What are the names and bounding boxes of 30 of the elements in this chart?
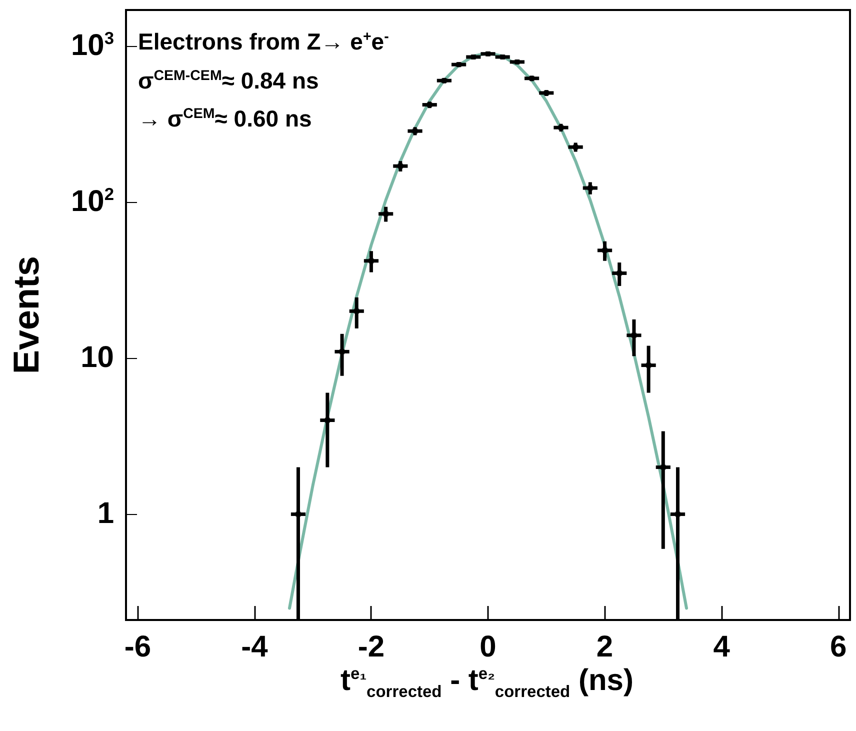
point — [296, 512, 301, 517]
x-tick-label: -6 — [124, 630, 152, 664]
y-tick-label: 1 — [97, 497, 114, 530]
point — [340, 349, 345, 354]
point — [646, 362, 652, 368]
point — [324, 418, 330, 423]
y-tick-label: 10$^{2}$ — [70, 183, 114, 218]
point — [660, 464, 666, 470]
point — [602, 248, 608, 253]
point — [675, 512, 680, 517]
x-tick-label: 2 — [596, 630, 614, 664]
point — [631, 332, 636, 338]
annotation: σ$^{CEM-CEM}$≈ 0.84 ns — [138, 66, 320, 96]
y-tick-label: 10 — [80, 341, 114, 374]
annotation: Electrons from Z→ e$^{+}$e$^{-}$ — [138, 28, 389, 57]
x-tick-label: -2 — [358, 630, 385, 664]
point — [354, 308, 360, 314]
point — [383, 211, 388, 216]
point — [368, 258, 374, 264]
annotation: → σ$^{CEM}$≈ 0.60 ns — [138, 104, 313, 134]
y-tick-label: 10$^{3}$ — [70, 26, 114, 62]
y-axis-title: Events — [6, 256, 46, 374]
x-tick-label: 6 — [830, 630, 847, 664]
point — [588, 186, 593, 191]
point — [616, 270, 622, 276]
x-tick-label: 0 — [480, 630, 496, 664]
point — [398, 164, 403, 169]
x-axis-title: t$^{e₁}$$_{corrected}$ - t$^{e₂}$$_{corrected}$ (ns) — [340, 664, 634, 702]
x-tick-label: -4 — [241, 630, 268, 664]
x-tick-label: 4 — [713, 630, 730, 664]
